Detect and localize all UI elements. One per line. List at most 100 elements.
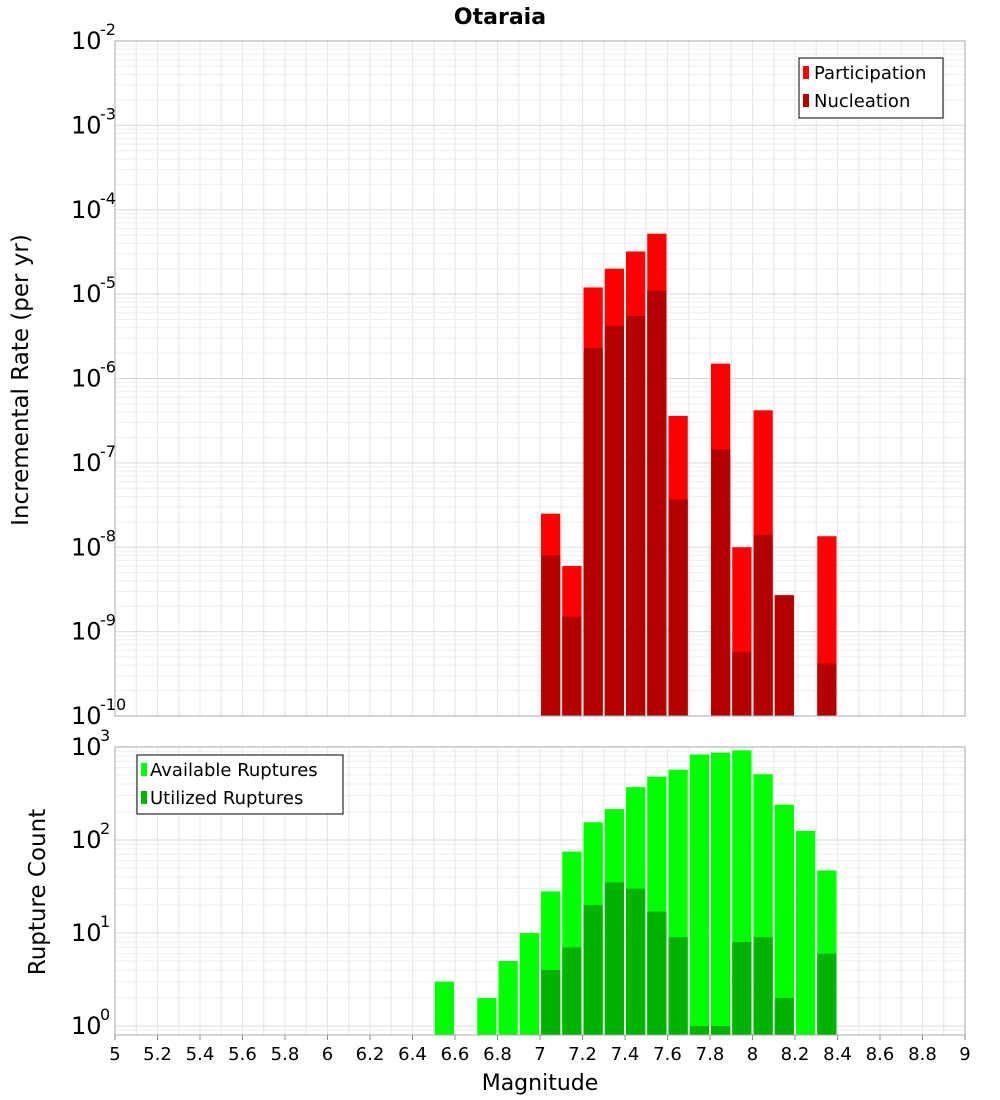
legend-nucleation-swatch — [803, 94, 809, 107]
top-bar-nucleation — [562, 616, 582, 716]
top-bar-nucleation — [647, 290, 667, 716]
x-tick-label: 7 — [534, 1044, 545, 1065]
x-tick-label: 8.8 — [908, 1044, 937, 1065]
top-y-tick-label: 10 — [71, 280, 102, 308]
bottom-bar-available-ruptures — [711, 752, 731, 1035]
bottom-y-tick-exponent: 3 — [100, 726, 110, 745]
top-bar-nucleation — [668, 499, 688, 716]
bottom-bar-utilized-ruptures — [604, 882, 624, 1035]
bottom-bar-utilized-ruptures — [732, 942, 752, 1035]
x-tick-label: 5.4 — [186, 1044, 215, 1065]
top-y-tick-exponent: -4 — [100, 189, 116, 208]
bottom-bar-available-ruptures — [774, 804, 794, 1035]
top-y-tick-exponent: -3 — [100, 104, 116, 123]
top-bar-nucleation — [626, 316, 646, 716]
top-bar-nucleation — [541, 555, 561, 716]
top-grid — [114, 40, 966, 717]
bottom-bar-utilized-ruptures — [689, 1025, 709, 1035]
legend-available-swatch — [141, 763, 147, 776]
top-bar-nucleation — [817, 663, 837, 716]
x-axis-label: Magnitude — [482, 1071, 599, 1096]
x-tick-label: 8.4 — [823, 1044, 852, 1065]
bottom-y-tick-exponent: 2 — [100, 819, 110, 838]
bottom-bar-utilized-ruptures — [817, 953, 837, 1035]
bottom-bar-available-ruptures — [689, 754, 709, 1035]
top-bar-nucleation — [753, 534, 773, 716]
x-tick-label: 5 — [109, 1044, 120, 1065]
top-y-tick-label: 10 — [71, 533, 102, 561]
bottom-bar-utilized-ruptures — [647, 911, 667, 1035]
x-tick-label: 7.6 — [653, 1044, 682, 1065]
legend-utilized-swatch — [141, 791, 147, 804]
top-y-tick-label: 10 — [71, 27, 102, 55]
top-y-tick-exponent: -7 — [100, 442, 116, 461]
top-y-tick-exponent: -8 — [100, 526, 116, 545]
x-tick-label: 6.6 — [441, 1044, 470, 1065]
x-tick-label: 8.6 — [866, 1044, 895, 1065]
bottom-bar-available-ruptures — [498, 960, 518, 1035]
top-y-tick-label: 10 — [71, 111, 102, 139]
legend-nucleation-label: Nucleation — [814, 91, 910, 112]
bottom-bar-utilized-ruptures — [626, 888, 646, 1035]
top-y-tick-label: 10 — [71, 196, 102, 224]
top-y-axis-label: Incremental Rate (per yr) — [8, 234, 34, 526]
x-tick-label: 9 — [959, 1044, 970, 1065]
bottom-bar-available-ruptures — [796, 830, 816, 1035]
x-tick-label: 7.4 — [611, 1044, 640, 1065]
bottom-bar-available-ruptures — [519, 932, 539, 1035]
legend-participation-label: Participation — [814, 63, 926, 84]
top-bar-nucleation — [732, 652, 752, 716]
bottom-bar-utilized-ruptures — [711, 1025, 731, 1035]
bottom-y-tick-label: 10 — [71, 1012, 102, 1040]
x-tick-label: 7.2 — [568, 1044, 597, 1065]
bottom-bar-utilized-ruptures — [562, 947, 582, 1035]
top-y-tick-exponent: -5 — [100, 273, 116, 292]
x-tick-label: 6.2 — [356, 1044, 385, 1065]
x-tick-label: 6.4 — [398, 1044, 427, 1065]
x-tick-label: 6.8 — [483, 1044, 512, 1065]
top-bar-nucleation — [711, 449, 731, 716]
x-tick-label: 7.8 — [696, 1044, 725, 1065]
bottom-y-tick-exponent: 0 — [100, 1005, 110, 1024]
bottom-bar-utilized-ruptures — [774, 997, 794, 1035]
bottom-bar-utilized-ruptures — [668, 937, 688, 1035]
bottom-bar-utilized-ruptures — [541, 969, 561, 1035]
x-tick-label: 8.2 — [781, 1044, 810, 1065]
bottom-bar-utilized-ruptures — [753, 937, 773, 1035]
legend-participation-swatch — [803, 66, 809, 79]
top-y-tick-label: 10 — [71, 702, 102, 730]
x-tick-label: 5.8 — [271, 1044, 300, 1065]
bottom-y-tick-label: 10 — [71, 919, 102, 947]
top-y-ticks: 10-210-310-410-510-610-710-810-910-10 — [71, 20, 126, 730]
top-y-tick-label: 10 — [71, 618, 102, 646]
top-y-tick-exponent: -2 — [100, 20, 116, 39]
bottom-y-tick-exponent: 1 — [100, 912, 110, 931]
top-y-tick-exponent: -6 — [100, 358, 116, 377]
top-y-tick-label: 10 — [71, 365, 102, 393]
top-bar-nucleation — [604, 325, 624, 716]
bottom-y-tick-label: 10 — [71, 826, 102, 854]
legend-utilized-label: Utilized Ruptures — [150, 788, 303, 809]
top-y-tick-exponent: -10 — [100, 695, 126, 714]
top-legend: Participation Nucleation — [798, 57, 944, 119]
legend-available-label: Available Ruptures — [150, 760, 318, 781]
x-tick-label: 6 — [322, 1044, 333, 1065]
bottom-bars — [434, 750, 837, 1035]
top-y-tick-exponent: -9 — [100, 611, 116, 630]
top-plot-frame — [114, 40, 966, 717]
top-bar-nucleation — [774, 595, 794, 716]
x-tick-label: 5.2 — [143, 1044, 172, 1065]
x-tick-label: 8 — [747, 1044, 758, 1065]
x-tick-label: 5.6 — [228, 1044, 257, 1065]
top-y-tick-label: 10 — [71, 449, 102, 477]
top-bars — [541, 233, 837, 716]
x-ticks: 5 5.2 5.4 5.6 5.8 6 6.2 6.4 6.6 6.8 7 7.2 7.4 7.6 7.8 8… — [109, 1035, 971, 1065]
bottom-y-axis-label: Rupture Count — [25, 809, 51, 975]
bottom-legend: Available Ruptures Utilized Ruptures — [136, 754, 344, 815]
bottom-y-tick-label: 10 — [71, 733, 102, 761]
bottom-bar-utilized-ruptures — [583, 904, 603, 1035]
top-bar-nucleation — [583, 347, 603, 716]
bottom-bar-available-ruptures — [477, 997, 497, 1035]
